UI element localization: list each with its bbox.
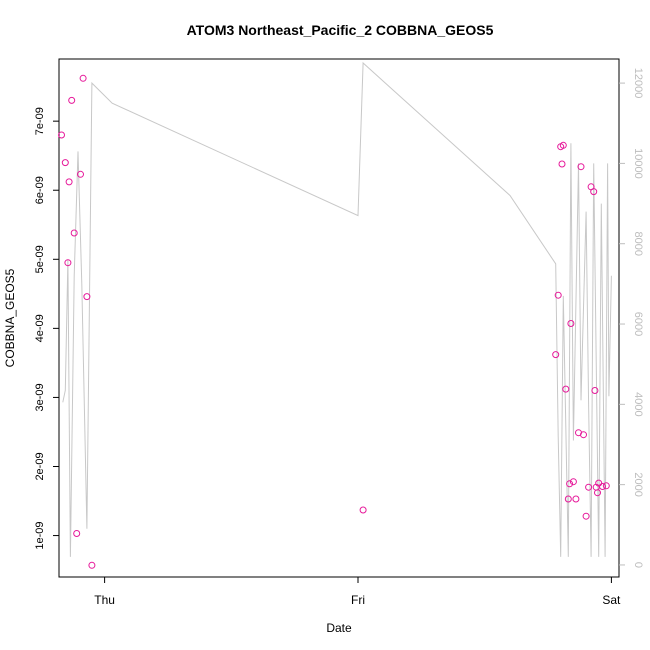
plot-frame [58,58,620,578]
series-line [62,61,612,557]
y2-tick-label: 8000 [632,231,644,255]
y2-tick-label: 2000 [632,472,644,496]
data-point [77,170,84,178]
data-point [64,259,72,267]
y-tick-label: 6e-09 [34,176,46,204]
y-axis-label: COBBNA_GEOS5 [3,268,17,367]
data-point [73,530,81,537]
x-tick-label: Sat [602,593,621,607]
data-point [79,74,87,82]
data-point [58,131,65,139]
left-axis: 1e-09 2e-09 3e-09 4e-09 5e-09 6e-09 7e-09 [34,107,59,550]
y-tick-label: 5e-09 [34,245,46,273]
data-point [562,385,570,393]
line-series [62,61,612,557]
point-series [58,74,610,569]
data-point [61,159,69,167]
x-axis: Thu Fri Sat [94,577,621,607]
data-point [558,160,566,168]
data-point [567,320,575,327]
y-tick-label: 7e-09 [34,107,46,135]
data-point [594,489,601,497]
data-point [88,561,96,569]
chart-title: ATOM3 Northeast_Pacific_2 COBBNA_GEOS5 [187,22,494,38]
data-point [582,512,590,520]
y-tick-label: 1e-09 [34,521,46,549]
data-point [569,478,577,486]
data-point [580,431,587,439]
data-point [599,483,606,490]
data-point [602,482,610,490]
y2-tick-label: 6000 [632,312,644,336]
data-point [572,495,580,503]
x-tick-label: Fri [351,593,365,607]
y-tick-label: 3e-09 [34,383,46,411]
y2-tick-label: 4000 [632,392,644,416]
x-axis-label: Date [326,621,352,635]
data-point [559,141,567,149]
data-point [359,506,367,514]
y2-tick-label: 10000 [632,148,644,179]
y-tick-label: 4e-09 [34,314,46,342]
y2-tick-label: 12000 [632,68,644,99]
data-point [577,163,585,171]
x-tick-label: Thu [94,593,115,607]
data-point [68,96,76,104]
data-point [591,387,599,394]
data-point [554,291,562,299]
data-point [65,178,73,186]
data-point [566,480,574,488]
right-axis: 0 2000 4000 6000 8000 10000 12000 [619,68,644,568]
data-point [70,229,78,237]
data-point [83,293,91,301]
data-point [552,351,560,359]
data-point [590,188,598,196]
data-point [564,495,572,503]
y-tick-label: 2e-09 [34,452,46,480]
data-point [585,483,593,491]
y2-tick-label: 0 [632,562,644,568]
